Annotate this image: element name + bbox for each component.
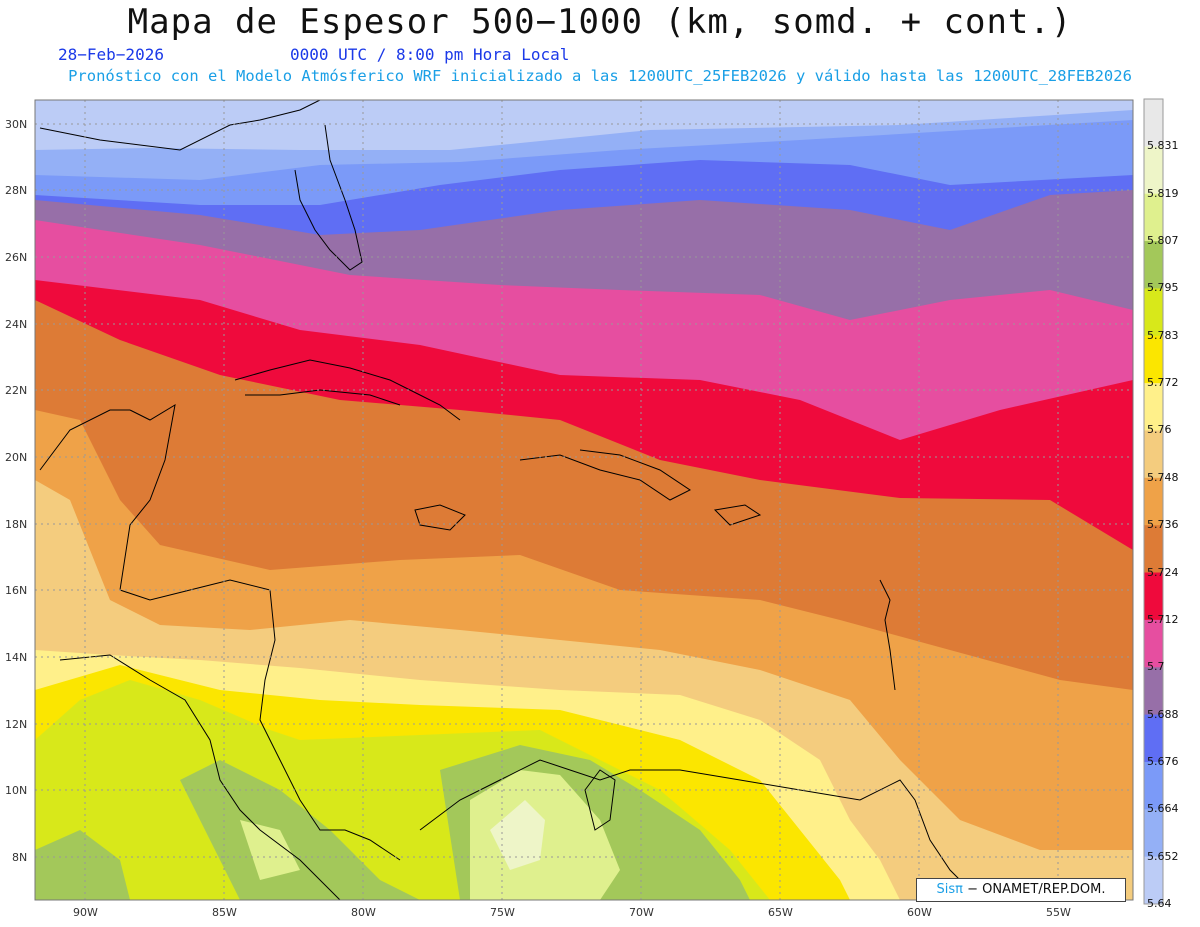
colorbar-swatch [1144, 525, 1163, 574]
lat-label: 22N [5, 384, 27, 397]
colorbar-label: 5.64 [1147, 897, 1172, 910]
lon-label: 65W [768, 906, 793, 919]
colorbar-swatch [1144, 335, 1163, 384]
colorbar-label: 5.831 [1147, 139, 1179, 153]
colorbar-swatch [1144, 667, 1163, 716]
colorbar-frame [1143, 98, 1164, 905]
colorbar-swatch [1144, 99, 1163, 147]
colorbar-swatch [1144, 619, 1163, 668]
colorbar-swatch [1144, 241, 1163, 289]
lon-label: 80W [351, 906, 376, 919]
lon-label: 60W [907, 906, 932, 919]
colorbar-label: 5.819 [1147, 186, 1179, 200]
sispi-logo-text: Sisπ [936, 882, 963, 897]
lon-label: 55W [1046, 906, 1071, 919]
credit-box: Sisπ − ONAMET/REP.DOM. [916, 878, 1126, 902]
colorbar-label: 5.688 [1147, 707, 1179, 721]
colorbar-swatch [1144, 761, 1163, 810]
colorbar-label: 5.712 [1147, 612, 1179, 626]
lat-label: 26N [5, 251, 27, 264]
map-title: Mapa de Espesor 500−1000 (km, somd. + co… [127, 2, 1073, 42]
lat-labels: 30N 28N 26N 24N 22N 20N 18N 16N 14N 12N … [5, 118, 27, 864]
coastlines [39, 100, 981, 900]
lat-label: 18N [5, 518, 27, 531]
colorbar-label: 5.676 [1147, 754, 1179, 768]
colorbar-swatch [1144, 430, 1163, 479]
colorbar-label: 5.783 [1147, 328, 1179, 342]
colorbar-label: 5.748 [1147, 470, 1179, 484]
lat-label: 30N [5, 118, 27, 131]
lon-label: 85W [212, 906, 237, 919]
colorbar-label: 5.736 [1147, 518, 1179, 532]
colorbar-swatch [1144, 572, 1163, 621]
lon-label: 75W [490, 906, 515, 919]
map-frame [34, 99, 1134, 901]
lat-label: 14N [5, 651, 27, 664]
colorbar-swatch [1144, 809, 1163, 858]
colorbar-label: 5.7 [1147, 660, 1165, 674]
colorbar-label: 5.795 [1147, 281, 1179, 295]
colorbar-swatch [1144, 856, 1163, 905]
credit-text: − ONAMET/REP.DOM. [967, 882, 1106, 897]
colorbar-label: 5.807 [1147, 234, 1179, 248]
lon-label: 90W [73, 906, 98, 919]
colorbar-label: 5.724 [1147, 565, 1179, 579]
forecast-date: 28−Feb−2026 [58, 45, 164, 64]
lat-label: 16N [5, 584, 27, 597]
colorbar-swatch [1144, 193, 1163, 242]
colorbar-swatch [1144, 383, 1163, 431]
colorbar-label: 5.652 [1147, 849, 1179, 863]
colorbar-label: 5.76 [1147, 423, 1172, 437]
colorbar-label: 5.664 [1147, 802, 1179, 816]
colorbar-label: 5.772 [1147, 376, 1179, 390]
thickness-bands [35, 100, 1133, 900]
colorbar-swatch [1144, 477, 1163, 526]
lat-label: 12N [5, 718, 27, 731]
lat-lon-grid [35, 100, 1133, 900]
lat-label: 10N [5, 784, 27, 797]
lat-label: 8N [12, 851, 27, 864]
lon-label: 70W [629, 906, 654, 919]
colorbar-swatch [1144, 714, 1163, 763]
lat-label: 28N [5, 184, 27, 197]
colorbar-swatch [1144, 146, 1163, 195]
colorbar-swatch [1144, 288, 1163, 337]
forecast-time: 0000 UTC / 8:00 pm Hora Local [290, 45, 570, 64]
lat-label: 24N [5, 318, 27, 331]
colorbar [1143, 98, 1164, 905]
lon-labels: 90W 85W 80W 75W 70W 65W 60W 55W [73, 906, 1071, 919]
lat-label: 20N [5, 451, 27, 464]
model-info: Pronóstico con el Modelo Atmósferico WRF… [68, 67, 1132, 85]
